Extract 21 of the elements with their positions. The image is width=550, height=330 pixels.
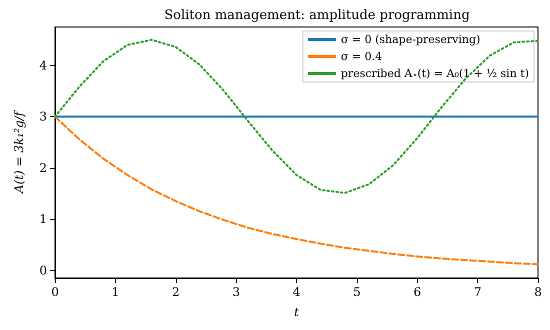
y-tick-label: 4: [39, 58, 48, 72]
x-tick-label: 6: [413, 285, 422, 299]
x-tick-label: 7: [474, 285, 482, 299]
legend-label: prescribed A⋆(t) = A₀(1 + ½ sin t): [340, 67, 530, 80]
line-series: [54, 116, 539, 266]
x-tick-label: 1: [112, 285, 120, 299]
x-tick-label: 8: [534, 285, 542, 299]
x-tick-label: 3: [232, 285, 240, 299]
legend-label: σ = 0.4: [340, 50, 382, 63]
y-tick-label: 3: [39, 110, 47, 124]
x-tick-label: 0: [51, 285, 59, 299]
x-tick-label: 4: [292, 285, 301, 299]
y-tick-label: 2: [39, 160, 47, 175]
chart-title: Soliton management: amplitude programming: [164, 8, 470, 23]
x-tick-label: 5: [353, 285, 361, 299]
y-axis-title: A(t) = 3k₁²g/f: [12, 109, 26, 194]
y-tick-label: 1: [39, 212, 47, 226]
x-axis-title: t: [294, 305, 300, 319]
legend-label: σ = 0 (shape-preserving): [340, 33, 480, 46]
y-tick-label: 0: [39, 263, 47, 278]
x-tick-label: 2: [172, 285, 180, 299]
